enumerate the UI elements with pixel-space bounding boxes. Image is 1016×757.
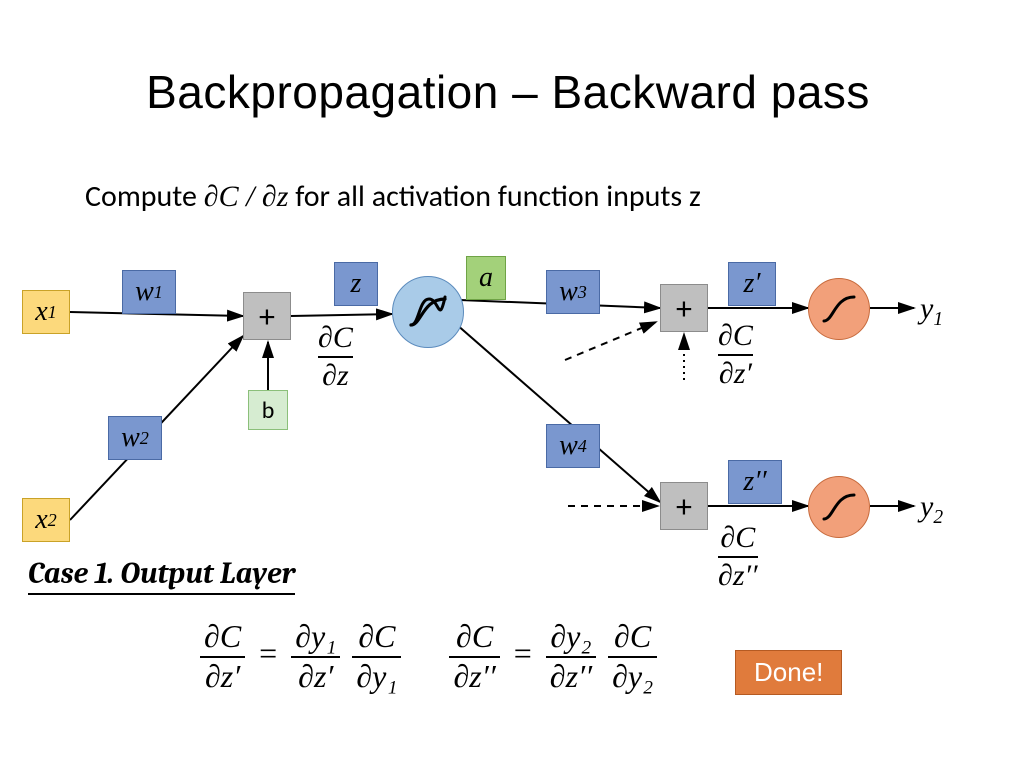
weight-w3: w3: [546, 270, 600, 314]
slide: { "title": "Backpropagation – Backward p…: [0, 0, 1016, 757]
plus-node-1: +: [243, 292, 291, 340]
input-x1: x1: [22, 290, 70, 334]
plus-node-2: +: [660, 284, 708, 332]
equation-1: ∂C∂z′ = ∂y₁∂z′ ∂C∂y₁: [200, 620, 401, 693]
b-box: b: [248, 390, 288, 430]
plus-node-3: +: [660, 482, 708, 530]
weight-w4: w4: [546, 424, 600, 468]
output-y1: y1: [920, 292, 943, 331]
zprimeprime-box: z′′: [728, 460, 782, 504]
equation-row: ∂C∂z′ = ∂y₁∂z′ ∂C∂y₁ ∂C∂z′′ = ∂y₂∂z′′ ∂C…: [200, 620, 657, 693]
sigmoid-node-y1: [808, 278, 870, 340]
a-box: a: [466, 256, 506, 300]
sigmoid-icon: [405, 289, 451, 335]
subtitle-math: ∂C / ∂z: [204, 180, 289, 213]
sigmoid-node-blue: [392, 276, 464, 348]
partial-dc-dzprime: ∂C ∂z′: [718, 320, 753, 389]
case-heading: Case 1. Output Layer: [28, 556, 295, 595]
weight-w2: w2: [108, 416, 162, 460]
slide-subtitle: Compute ∂C / ∂z for all activation funct…: [85, 178, 701, 215]
partial-dc-dz: ∂C ∂z: [318, 322, 353, 391]
sigmoid-node-y2: [808, 476, 870, 538]
partial-dc-dzprimeprime: ∂C ∂z′′: [718, 522, 758, 591]
output-y2: y2: [920, 490, 943, 529]
equation-2: ∂C∂z′′ = ∂y₂∂z′′ ∂C∂y₂: [449, 620, 657, 693]
sigmoid-icon: [819, 289, 859, 329]
slide-title: Backpropagation – Backward pass: [0, 65, 1016, 119]
z-box: z: [334, 262, 378, 306]
weight-w1: w1: [122, 270, 176, 314]
input-x2: x2: [22, 498, 70, 542]
sigmoid-icon: [819, 487, 859, 527]
zprime-box: z′: [728, 262, 776, 306]
subtitle-suffix: for all activation function inputs z: [288, 178, 700, 215]
done-button[interactable]: Done!: [735, 650, 842, 695]
subtitle-prefix: Compute: [85, 178, 204, 215]
